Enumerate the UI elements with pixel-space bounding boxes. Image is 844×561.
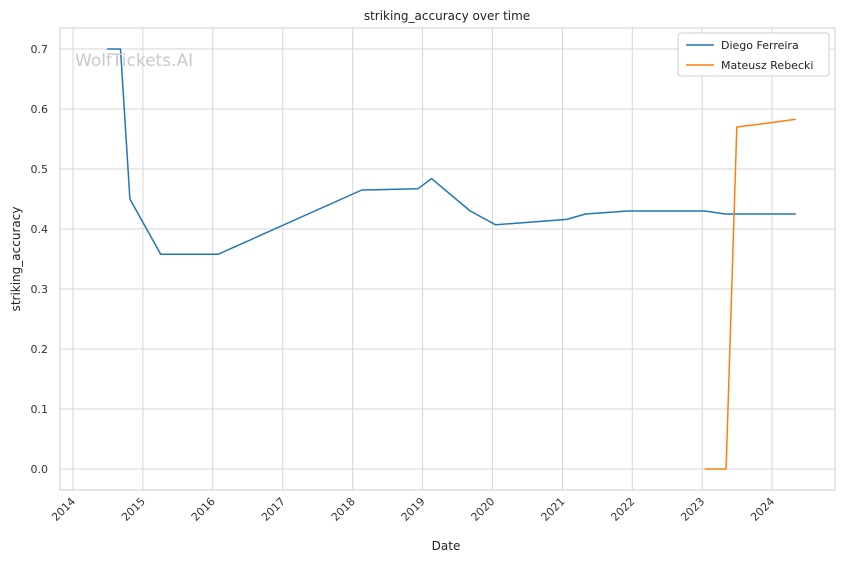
x-tick-label: 2021 [539,495,568,524]
legend-label-mateusz-rebecki: Mateusz Rebecki [721,59,813,72]
y-tick-label: 0.6 [31,103,49,116]
x-tick-label: 2016 [189,495,218,524]
x-tick-label: 2024 [748,495,777,524]
legend-label-diego-ferreira: Diego Ferreira [721,39,799,52]
chart-title: striking_accuracy over time [364,9,530,23]
y-tick-label: 0.3 [31,283,49,296]
grid [60,28,835,490]
y-tick-label: 0.5 [31,163,49,176]
y-axis-label: striking_accuracy [9,207,23,312]
x-tick-label: 2017 [259,495,288,524]
y-tick-label: 0.1 [31,403,49,416]
y-tick-label: 0.0 [31,463,49,476]
x-tick-label: 2020 [469,495,498,524]
x-axis-ticks: 2014 2015 2016 2017 2018 2019 2020 2021 2022 2023… [49,495,777,524]
watermark: WolfTickets.AI [75,51,193,71]
x-tick-label: 2014 [49,495,78,524]
series-line-diego-ferreira [107,48,796,255]
x-tick-label: 2019 [399,495,428,524]
plot-area [59,27,836,491]
legend: Diego Ferreira Mateusz Rebecki [677,32,830,77]
x-tick-label: 2023 [678,495,707,524]
x-tick-label: 2018 [329,495,358,524]
x-axis-label: Date [432,539,461,553]
y-tick-label: 0.4 [31,223,49,236]
x-tick-label: 2015 [119,495,148,524]
series-lines [107,48,796,470]
legend-box [677,32,830,77]
x-tick-label: 2022 [608,495,637,524]
series-line-mateusz-rebecki [704,118,796,470]
y-axis-ticks: 0.0 0.1 0.2 0.3 0.4 0.5 0.6 0.7 [31,43,49,476]
y-tick-label: 0.2 [31,343,49,356]
y-tick-label: 0.7 [31,43,49,56]
